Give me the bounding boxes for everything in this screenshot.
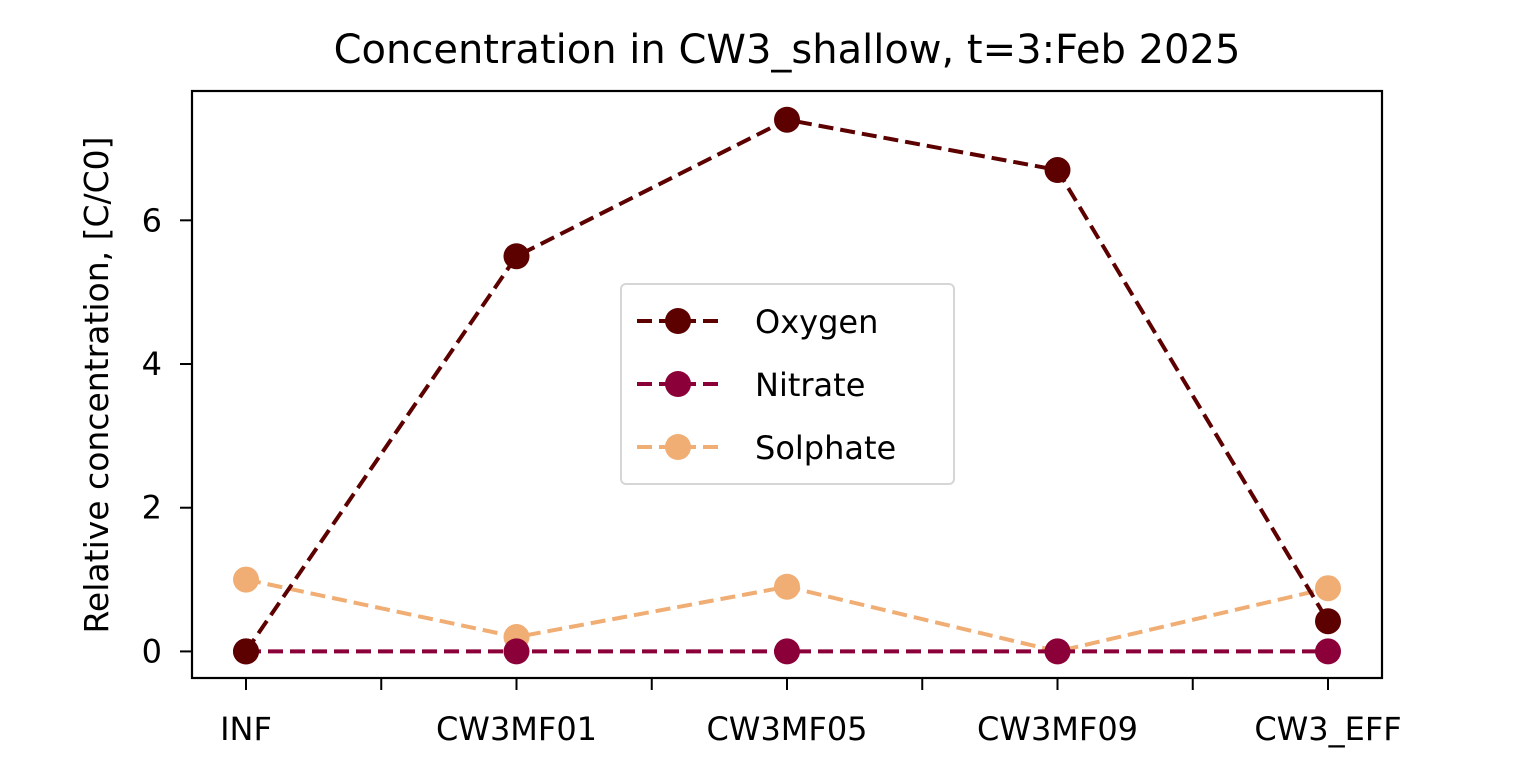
data-point <box>503 638 530 665</box>
data-point <box>774 106 800 133</box>
legend-box <box>620 283 955 485</box>
data-point <box>1044 157 1071 184</box>
legend-label: Nitrate <box>755 366 865 404</box>
legend-label: Solphate <box>755 429 896 467</box>
data-point <box>1315 575 1341 602</box>
chart-title: Concentration in CW3_shallow, t=3:Feb 20… <box>334 27 1241 73</box>
legend-marker <box>665 308 691 334</box>
series-nitrate <box>233 638 1341 665</box>
data-point <box>1315 608 1341 635</box>
x-tick-label: CW3MF05 <box>706 710 867 748</box>
x-tick-label: CW3MF01 <box>436 710 597 748</box>
x-tick-label: CW3_EFF <box>1254 710 1401 748</box>
x-axis: INF CW3MF01 CW3MF05 CW3MF09 CW3_EFF <box>220 678 1402 748</box>
legend-marker <box>665 434 691 460</box>
y-tick-label: 6 <box>142 201 162 239</box>
data-point <box>774 638 800 665</box>
legend-item-nitrate: Nitrate <box>637 366 865 404</box>
y-tick-label: 0 <box>142 632 162 670</box>
y-tick-label: 4 <box>142 345 162 383</box>
data-point <box>233 566 259 593</box>
y-axis: 0 2 4 6 <box>142 201 192 670</box>
series-layer <box>233 106 1341 665</box>
data-point <box>233 638 259 665</box>
x-tick-label: CW3MF09 <box>977 710 1138 748</box>
legend: Oxygen Nitrate Solphate <box>620 283 955 485</box>
series-oxygen <box>233 106 1341 665</box>
y-tick-label: 2 <box>142 489 162 527</box>
legend-item-solphate: Solphate <box>637 429 896 467</box>
data-point <box>503 243 530 270</box>
data-point <box>1044 638 1071 665</box>
data-point <box>1315 638 1341 665</box>
y-axis-label: Relative concentration, [C/C0] <box>77 136 116 633</box>
legend-marker <box>665 371 691 397</box>
legend-item-oxygen: Oxygen <box>637 303 878 341</box>
legend-label: Oxygen <box>755 303 878 341</box>
x-tick-label: INF <box>220 710 272 748</box>
data-point <box>774 573 800 600</box>
